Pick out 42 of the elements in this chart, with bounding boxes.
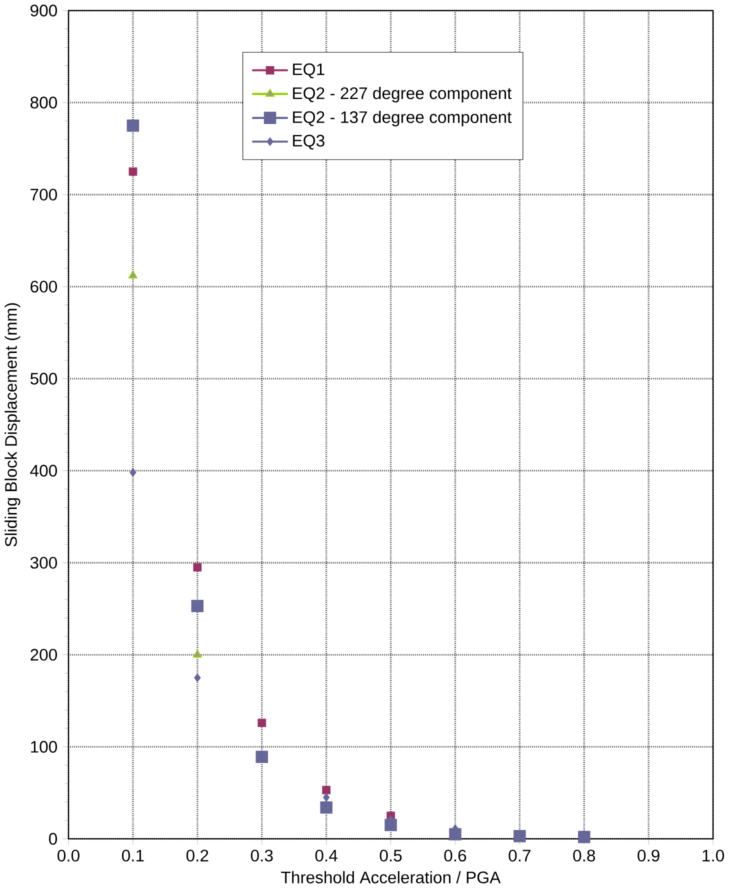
x-tick-label: 0.4 — [315, 850, 338, 862]
x-tick-label: 0.0 — [57, 850, 80, 862]
x-tick-label: 0.6 — [444, 850, 466, 862]
y-tick-label: 900 — [30, 4, 57, 16]
x-tick-label: 0.3 — [250, 850, 273, 862]
y-tick-label: 600 — [30, 280, 57, 293]
point — [128, 167, 137, 176]
x-tick-label: 0.8 — [573, 850, 595, 862]
point — [194, 674, 201, 682]
y-tick-label: 700 — [30, 188, 57, 201]
x-tick-label: 0.7 — [508, 850, 530, 862]
point — [191, 600, 204, 612]
y-axis-title: Sliding Block Displacement (mm) — [4, 303, 20, 546]
x-tick-label: 0.5 — [380, 850, 402, 862]
legend-label: EQ1 — [292, 63, 324, 78]
x-tick-label: 0.9 — [637, 850, 660, 862]
y-tick-label: 800 — [30, 96, 57, 108]
point — [258, 718, 266, 728]
legend-label: EQ3 — [292, 134, 324, 150]
y-tick-label: 0 — [48, 832, 57, 845]
y-tick-label: 500 — [30, 372, 57, 385]
x-tick-label: 0.1 — [122, 850, 144, 862]
point — [126, 119, 139, 132]
point — [192, 650, 202, 658]
x-tick-label: 0.2 — [186, 850, 208, 862]
point — [256, 750, 268, 764]
legend-label: EQ2 - 137 degree component — [292, 110, 512, 126]
point — [320, 801, 332, 814]
legend-label: EQ2 - 227 degree component — [292, 86, 512, 102]
y-tick-label: 100 — [30, 740, 57, 753]
point — [193, 563, 202, 572]
point — [128, 270, 138, 278]
point — [578, 830, 590, 844]
y-tick-label: 400 — [30, 464, 57, 477]
y-tick-label: 300 — [30, 556, 57, 569]
point — [322, 793, 330, 802]
y-tick-label: 200 — [30, 648, 57, 661]
x-tick-label: 1.0 — [702, 850, 724, 862]
point — [513, 830, 526, 842]
point — [130, 468, 136, 477]
point — [322, 786, 330, 794]
x-axis-title: Threshold Acceleration / PGA — [280, 871, 501, 884]
